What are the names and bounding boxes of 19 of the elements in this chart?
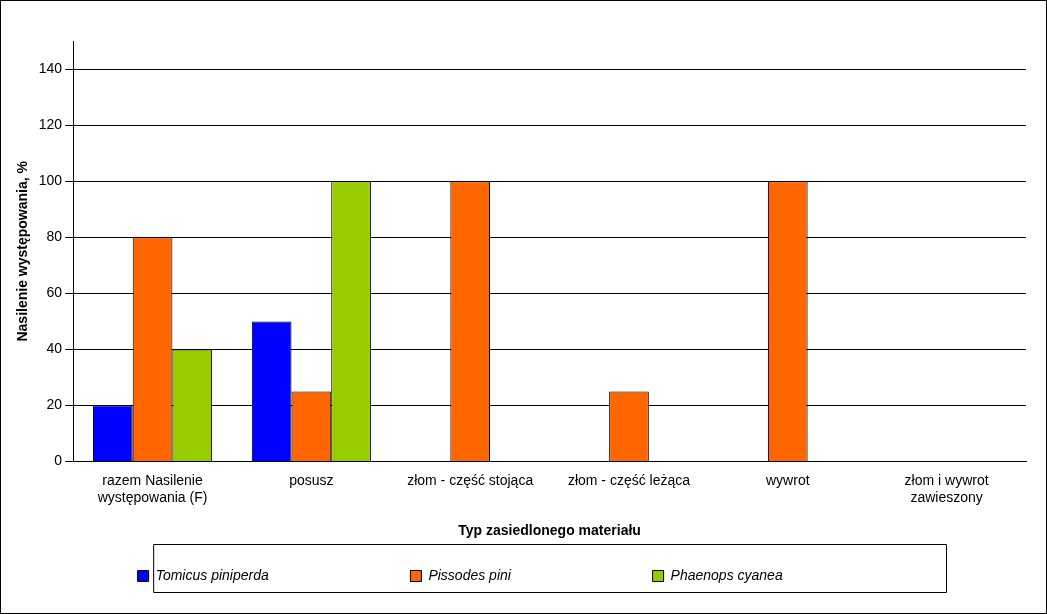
y-tick-label: 0 <box>54 452 63 469</box>
x-tick-label: złom - część leżąca <box>567 471 691 488</box>
legend-label: Pissodes pini <box>428 566 628 583</box>
y-tick-label: 40 <box>46 340 63 357</box>
y-axis-title: Nasilenie występowania, % <box>14 160 31 342</box>
y-tick-label: 60 <box>46 284 63 301</box>
x-tick-label: wywrot <box>765 471 810 488</box>
x-tick-label: złom - część stojąca <box>407 471 534 488</box>
x-tick-label: złom i wywrot zawieszony <box>904 471 989 505</box>
x-tick-label: razem Nasilenie występowania (F) <box>96 471 208 505</box>
legend-label: Tomicus piniperda <box>155 566 386 583</box>
legend-label: Phaenops cyanea <box>670 566 900 583</box>
y-tick-label: 120 <box>38 115 63 132</box>
y-tick-label: 100 <box>38 172 63 189</box>
x-tick-label: posusz <box>289 471 334 488</box>
y-tick-label: 80 <box>46 228 63 245</box>
y-tick-label: 140 <box>38 59 63 76</box>
y-tick-label: 20 <box>46 396 63 413</box>
x-axis-title: Typ zasiedlonego materiału <box>458 522 641 539</box>
